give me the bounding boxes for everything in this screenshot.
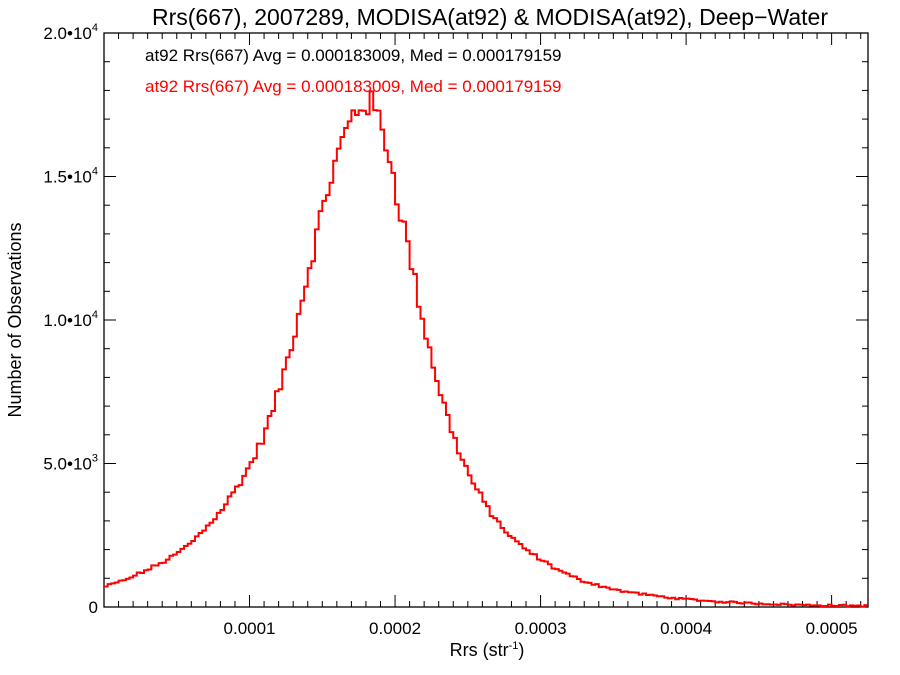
x-axis-label-main: Rrs (str [450, 640, 509, 660]
x-tick-label: 0.0001 [224, 619, 276, 638]
histogram-series-line [104, 90, 868, 608]
plot-axes: 0.0001 0.0002 0.0003 0.0004 0.0005 0 5.0•103 1.… [43, 22, 869, 638]
y-tick-label: 5.0•103 [43, 453, 98, 474]
x-axis-label: Rrs (str-1) [450, 640, 525, 660]
y-axis-label: Number of Observations [5, 222, 25, 417]
x-tick-label: 0.0005 [806, 619, 858, 638]
x-tick-label: 0.0002 [369, 619, 421, 638]
x-tick-label: 0.0003 [515, 619, 567, 638]
series-layer [104, 90, 868, 608]
plot-frame [103, 32, 869, 608]
x-axis-label-superscript: -1 [509, 640, 519, 652]
legend: at92 Rrs(667) Avg = 0.000183009, Med = 0… [145, 46, 562, 96]
y-tick-label: 0 [89, 598, 98, 617]
chart-title: Rrs(667), 2007289, MODISA(at92) & MODISA… [152, 4, 828, 30]
legend-entry: at92 Rrs(667) Avg = 0.000183009, Med = 0… [145, 46, 562, 65]
y-tick-label: 2.0•104 [43, 22, 98, 43]
y-tick-label: 1.5•104 [43, 166, 98, 187]
x-tick-label: 0.0004 [660, 619, 712, 638]
x-axis-label-close: ) [518, 640, 524, 660]
legend-entry: at92 Rrs(667) Avg = 0.000183009, Med = 0… [145, 77, 562, 96]
y-tick-label: 1.0•104 [43, 309, 98, 330]
